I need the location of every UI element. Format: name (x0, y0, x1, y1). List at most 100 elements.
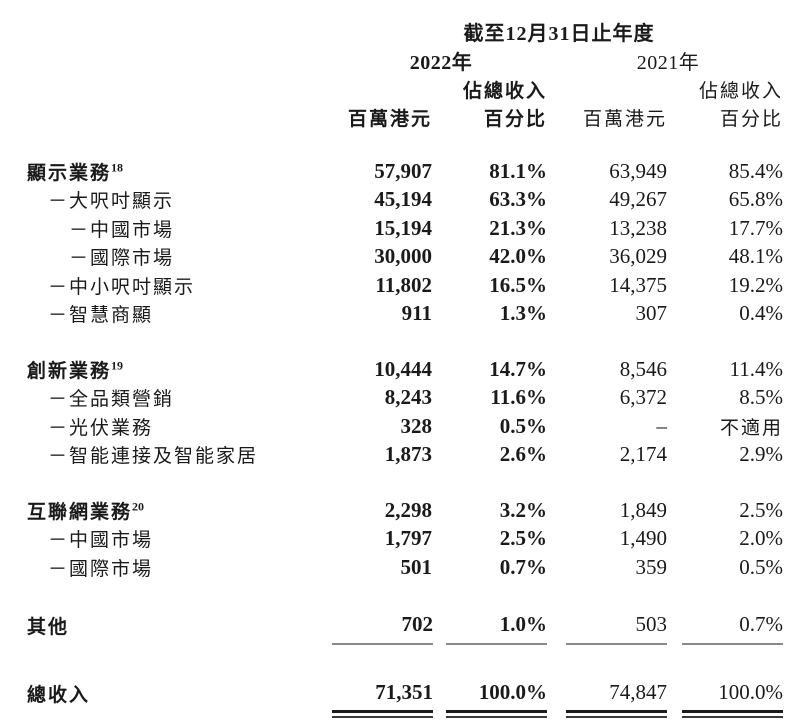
unit-label-2021: 百萬港元 (582, 108, 667, 130)
cell-2021-pct: 100.0% (670, 677, 786, 722)
cell-2022-hkd: 1,797 (384, 526, 432, 551)
cell-2022-pct: 3.2% (499, 497, 547, 522)
cell-2021-hkd: 1,490 (619, 526, 667, 551)
cell-2021-hkd: 307 (635, 301, 668, 326)
cell-2021-pct: 0.4% (739, 301, 783, 326)
spacer-row (27, 328, 786, 355)
cell-2021-pct: 65.8% (728, 187, 783, 212)
total-double-rule: 100.0% (682, 680, 783, 718)
cell-2021-pct: 11.4% (729, 356, 783, 381)
table-row: －國際市場 501 0.7% 359 0.5% (27, 553, 786, 582)
cell-2022-pct: 1.0% (435, 609, 550, 653)
cell-2022-pct: 81.1% (489, 158, 547, 183)
cell-2021-pct: 0.7% (670, 609, 786, 653)
cell-2022-hkd: 702 (332, 609, 435, 653)
cell-2021-hkd: 359 (635, 554, 668, 579)
row-label: 顯示業務18 (27, 160, 124, 184)
period-header: 截至12月31日止年度 (463, 22, 655, 45)
table-row: －智能連接及智能家居 1,873 2.6% 2,174 2.9% (27, 441, 786, 470)
row-label: －中國市場 (48, 530, 154, 552)
cell-2022-pct: 2.5% (499, 526, 547, 551)
cell-2021-hkd: 8,546 (619, 356, 667, 381)
total-double-rule: 71,351 (332, 680, 433, 718)
share-label-2021: 佔總收入 (698, 80, 783, 102)
cell-2021-hkd: 1,849 (619, 497, 667, 522)
cell-2022-pct: 63.3% (489, 187, 547, 212)
revenue-table: 截至12月31日止年度 2022年 2021年 佔總收入 佔總收入 百萬港元 百… (27, 16, 786, 722)
row-label: －智慧商顯 (48, 305, 154, 327)
cell-2021-hkd: 36,029 (609, 244, 667, 269)
table-row-other: 其他 702 1.0% 503 0.7% (27, 609, 786, 653)
cell-2022-hkd: 71,351 (332, 677, 435, 722)
footnote-marker: 19 (111, 358, 124, 373)
cell-2021-hkd: 6,372 (619, 385, 667, 410)
table-row: －光伏業務 328 0.5% – 不適用 (27, 412, 786, 441)
cell-2022-pct: 1.3% (499, 301, 547, 326)
table-row: －中小呎吋顯示 11,802 16.5% 14,375 19.2% (27, 271, 786, 300)
total-double-rule: 100.0% (446, 680, 547, 718)
cell-2022-pct: 11.6% (490, 385, 547, 410)
cell-2021-hkd: 13,238 (609, 215, 667, 240)
spacer-row (27, 131, 786, 157)
table-header-period: 截至12月31日止年度 (27, 16, 786, 46)
cell-2021-hkd: 74,847 (550, 677, 670, 722)
cell-2022-pct: 42.0% (489, 244, 547, 269)
cell-2022-hkd: 1,873 (384, 442, 432, 467)
pct-label-2021: 百分比 (719, 108, 783, 130)
table-header-share: 佔總收入 佔總收入 (27, 75, 786, 103)
cell-2022-pct: 2.6% (499, 442, 547, 467)
cell-2022-hkd: 57,907 (374, 158, 432, 183)
row-label: 總收入 (27, 684, 91, 706)
row-label: －大呎吋顯示 (48, 191, 175, 213)
cell-2022-hkd: 10,444 (374, 356, 432, 381)
cell-2021-hkd: 49,267 (609, 187, 667, 212)
cell-2021-hkd: 2,174 (619, 442, 667, 467)
cell-2021-hkd: 503 (550, 609, 670, 653)
row-label: －國際市場 (69, 248, 175, 270)
year-2021-header: 2021年 (636, 52, 700, 74)
cell-2021-pct: 48.1% (728, 244, 783, 269)
table-row: －全品類營銷 8,243 11.6% 6,372 8.5% (27, 384, 786, 413)
cell-2022-hkd: 15,194 (374, 215, 432, 240)
table-row: 互聯網業務20 2,298 3.2% 1,849 2.5% (27, 496, 786, 525)
table-row: －大呎吋顯示 45,194 63.3% 49,267 65.8% (27, 186, 786, 215)
cell-2022-pct: 100.0% (435, 677, 550, 722)
spacer-row (27, 653, 786, 677)
row-label: 創新業務19 (27, 358, 124, 382)
cell-2022-hkd: 501 (400, 554, 433, 579)
cell-2022-hkd: 45,194 (374, 187, 432, 212)
year-2022-header: 2022年 (409, 52, 473, 74)
table-row: －中國市場 15,194 21.3% 13,238 17.7% (27, 214, 786, 243)
subtotal-rule: 702 (332, 612, 433, 645)
cell-2021-hkd: 63,949 (609, 158, 667, 183)
row-label: －國際市場 (48, 558, 154, 580)
spacer-row (27, 469, 786, 496)
row-label: 互聯網業務20 (27, 499, 145, 523)
cell-2022-hkd: 911 (401, 301, 432, 326)
cell-2022-hkd: 8,243 (384, 385, 432, 410)
row-label: －智能連接及智能家居 (48, 446, 259, 468)
cell-2021-hkd: 14,375 (609, 272, 667, 297)
pct-label-2022: 百分比 (483, 108, 547, 130)
unit-label-2022: 百萬港元 (347, 108, 432, 130)
subtotal-rule: 503 (566, 612, 667, 645)
cell-2021-pct: 不適用 (719, 417, 783, 439)
footnote-marker: 18 (111, 160, 124, 175)
table-row: －國際市場 30,000 42.0% 36,029 48.1% (27, 243, 786, 272)
table-row: －智慧商顯 911 1.3% 307 0.4% (27, 300, 786, 329)
cell-2021-pct: 19.2% (728, 272, 783, 297)
cell-2022-pct: 0.7% (499, 554, 547, 579)
cell-2021-pct: 17.7% (728, 215, 783, 240)
share-label-2022: 佔總收入 (462, 80, 547, 102)
row-label: －全品類營銷 (48, 389, 175, 411)
cell-2022-pct: 0.5% (499, 413, 547, 438)
spacer-row (27, 582, 786, 609)
cell-2021-pct: 2.5% (739, 497, 783, 522)
cell-2022-hkd: 2,298 (384, 497, 432, 522)
row-label: －中國市場 (69, 219, 175, 241)
cell-2021-pct: 8.5% (739, 385, 783, 410)
row-label: －光伏業務 (48, 417, 154, 439)
table-row: 創新業務19 10,444 14.7% 8,546 11.4% (27, 355, 786, 384)
cell-2022-hkd: 11,802 (375, 272, 432, 297)
